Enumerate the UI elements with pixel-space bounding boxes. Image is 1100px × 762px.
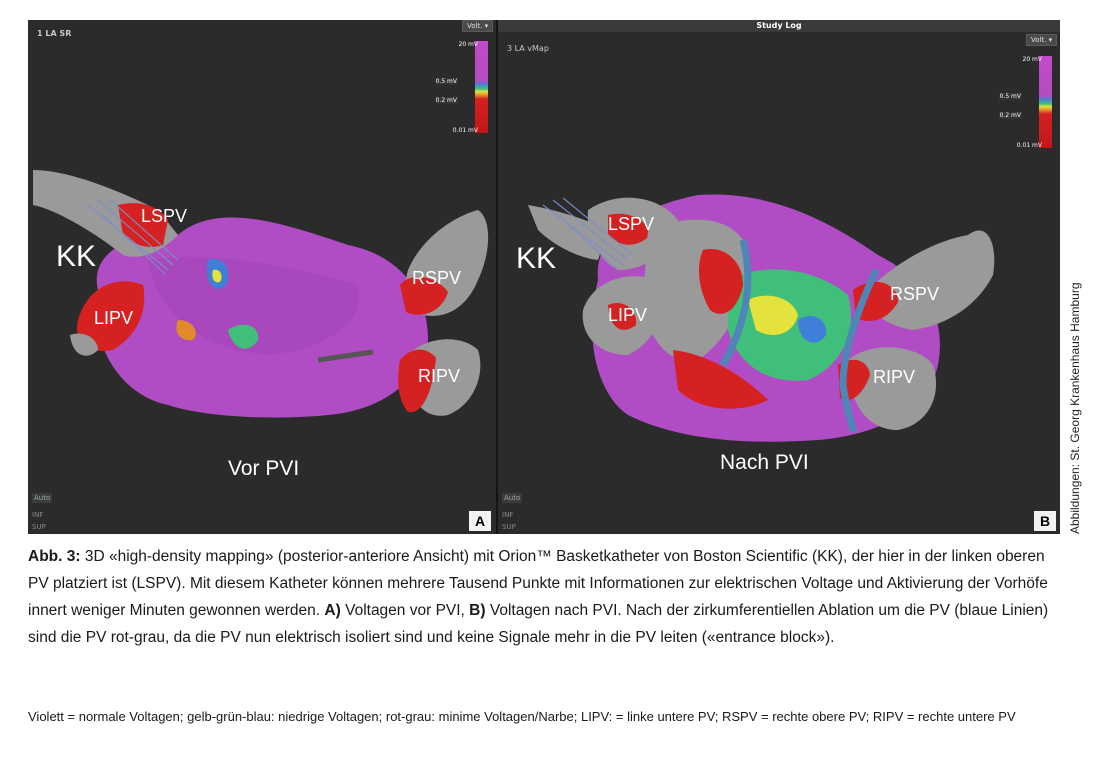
label-lspv: LSPV — [141, 206, 188, 226]
label-vor-pvi: Vor PVI — [228, 457, 300, 480]
label-kk: KK — [56, 240, 97, 273]
scale-label-mid2: 0.2 mV — [434, 97, 458, 104]
sup-button[interactable]: SUP — [502, 523, 516, 531]
label-lspv: LSPV — [608, 214, 655, 234]
scale-label-bottom: 0.01 mV — [1016, 142, 1042, 149]
study-log-header: Study Log — [498, 20, 1060, 32]
inf-button[interactable]: INF — [32, 511, 44, 519]
caption-b-label: B) — [469, 602, 486, 619]
label-ripv: RIPV — [873, 367, 916, 387]
volt-dropdown[interactable]: Volt. ▾ — [1026, 34, 1058, 46]
volt-dropdown[interactable]: Volt. ▾ — [462, 20, 494, 32]
caption-figure-label: Abb. 3: — [28, 548, 81, 565]
scale-label-mid2: 0.2 mV — [998, 112, 1022, 119]
voltage-map-after — [498, 20, 1060, 534]
voltage-map-before — [28, 20, 496, 534]
scale-label-top: 20 mV — [458, 41, 479, 48]
label-nach-pvi: Nach PVI — [720, 451, 809, 474]
scale-label-mid1: 0.5 mV — [434, 78, 458, 85]
figure-caption: Abb. 3: 3D «high-density mapping» (poste… — [28, 543, 1068, 651]
sup-button[interactable]: SUP — [32, 523, 46, 531]
panel-b: Study Log 3 LA vMap Volt. ▾ 20 mV 0.5 mV… — [498, 20, 1060, 534]
caption-a-label: A) — [324, 602, 341, 619]
label-lipv: LIPV — [94, 308, 134, 328]
panel-a: 1 LA SR Volt. ▾ 20 mV 0.5 mV 0.2 mV 0.01… — [28, 20, 496, 534]
view-buttons: Auto INF SUP — [502, 493, 523, 534]
label-rspv: RSPV — [412, 268, 462, 288]
scale-label-bottom: 0.01 mV — [452, 127, 478, 134]
voltage-color-bar — [1039, 56, 1052, 148]
label-kk: KK — [516, 242, 557, 275]
panel-b-title: 3 LA vMap — [507, 44, 549, 53]
scale-label-mid1: 0.5 mV — [998, 93, 1022, 100]
inf-button[interactable]: INF — [502, 511, 514, 519]
figure: 1 LA SR Volt. ▾ 20 mV 0.5 mV 0.2 mV 0.01… — [28, 20, 1060, 534]
caption-text-2: Voltagen vor PVI, — [340, 602, 470, 619]
image-credit: Abbildungen: St. Georg Krankenhaus Hambu… — [1068, 282, 1082, 535]
auto-button[interactable]: Auto — [32, 493, 53, 503]
color-legend: Violett = normale Voltagen; gelb-grün-bl… — [28, 709, 1016, 724]
panel-a-letter: A — [469, 511, 491, 531]
panel-a-title: 1 LA SR — [37, 29, 72, 38]
auto-button[interactable]: Auto — [502, 493, 523, 503]
label-lipv: LIPV — [608, 305, 648, 325]
label-rspv: RSPV — [890, 284, 940, 304]
label-ripv: RIPV — [418, 366, 461, 386]
scale-label-top: 20 mV — [1022, 56, 1043, 63]
voltage-color-bar — [475, 41, 488, 133]
view-buttons: Auto INF SUP — [32, 493, 53, 534]
caption-text-1: 3D «high-density mapping» (posterior-ant… — [28, 548, 1048, 619]
panel-b-letter: B — [1034, 511, 1056, 531]
caption-text-3: Voltagen nach PVI. Nach der zirkumferent… — [28, 602, 1049, 646]
